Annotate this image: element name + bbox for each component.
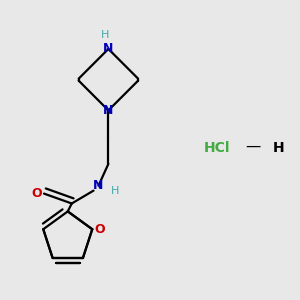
Text: N: N	[93, 179, 104, 192]
Text: N: N	[103, 42, 114, 56]
Text: H: H	[101, 30, 110, 40]
Text: HCl: HCl	[204, 141, 231, 155]
Text: —: —	[245, 139, 261, 154]
Text: H: H	[111, 186, 119, 196]
Text: O: O	[32, 187, 42, 200]
Text: N: N	[103, 104, 114, 117]
Text: O: O	[94, 223, 104, 236]
Text: H: H	[273, 141, 285, 155]
